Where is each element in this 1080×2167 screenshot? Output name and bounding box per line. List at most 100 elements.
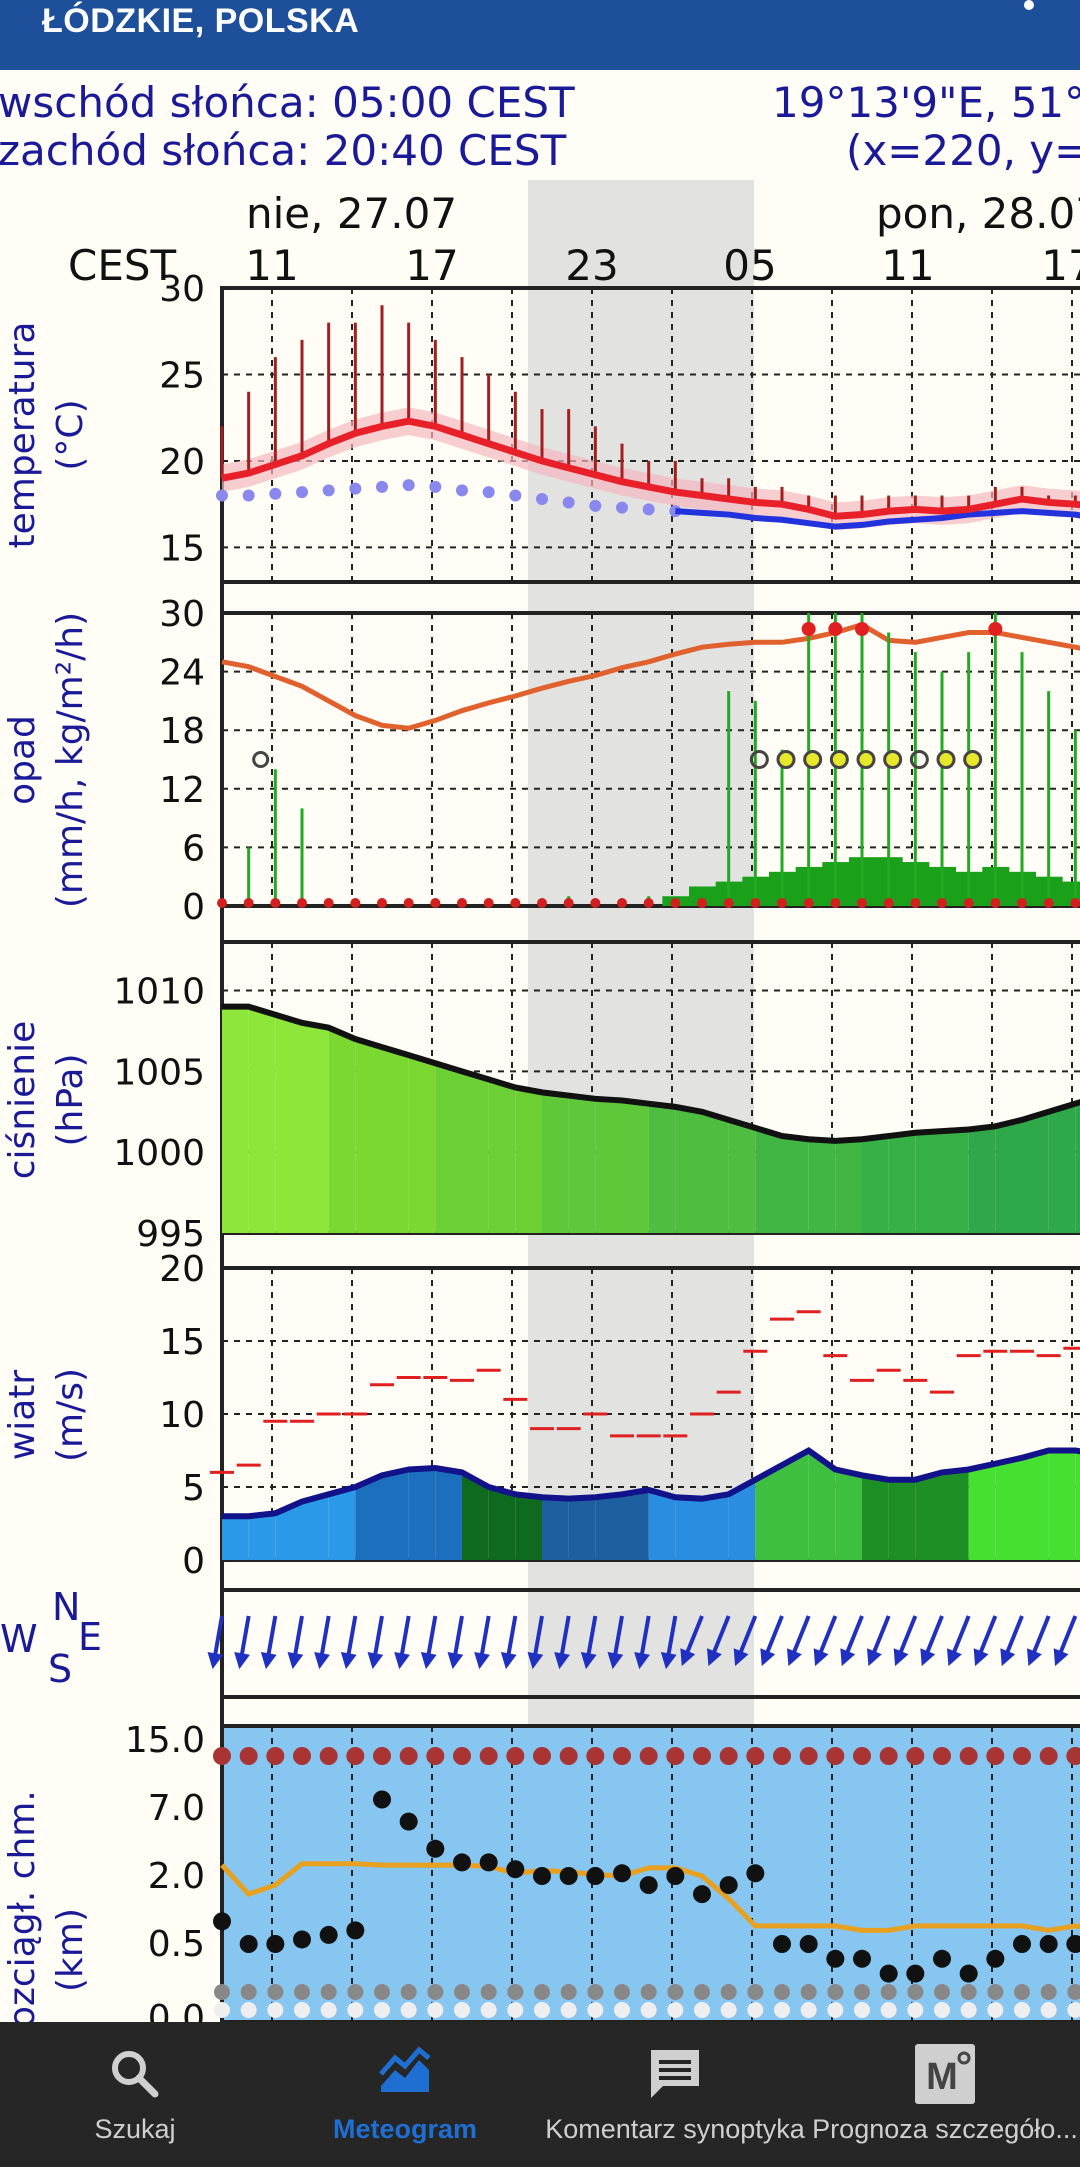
wind-direction-arrow (287, 1615, 304, 1670)
visibility-dot (239, 1935, 258, 1953)
wind-area (355, 1475, 382, 1560)
precip-zero-dot (723, 898, 734, 908)
visibility-max-dot (426, 1747, 445, 1765)
precip-zero-dot (323, 898, 334, 908)
wind-arrow-head (1000, 1648, 1016, 1667)
precip-zero-dot (643, 898, 654, 908)
visibility-low-dot (507, 1984, 524, 2000)
pressure-area (622, 1100, 649, 1233)
wind-arrow-head (1053, 1648, 1069, 1667)
pressure-area (1048, 1103, 1076, 1233)
visibility-low-dot (374, 1984, 390, 2000)
wind-area (782, 1450, 809, 1560)
visibility-low-dot (454, 1984, 470, 2000)
precip-zero-dot (1017, 898, 1027, 908)
precip-zero-dot (963, 898, 974, 908)
visibility-low-dot (560, 1984, 577, 2000)
wind-arrow-head (447, 1652, 464, 1670)
y-tick-label: 12 (159, 770, 205, 811)
snow-symbol (749, 750, 769, 769)
nav-meteogram[interactable]: Meteogram (270, 2022, 540, 2167)
coordinates-text: 19°13'9"E, 51°4 (772, 78, 1080, 127)
visibility-low-dot (747, 2002, 764, 2018)
nav-search[interactable]: Szukaj (0, 2022, 270, 2167)
precip-zero-dot (590, 898, 601, 908)
visibility-low-dot (827, 2002, 844, 2018)
precip-zero-dot (563, 898, 574, 908)
more-vert-icon[interactable] (1024, 0, 1036, 30)
precip-zero-dot (803, 898, 814, 908)
pressure-area (835, 1139, 862, 1233)
snow-symbol (883, 750, 903, 769)
visibility-low-dot (214, 1984, 230, 2000)
visibility-max-dot (746, 1747, 765, 1765)
wind-area (622, 1489, 649, 1560)
panel-title-line: (m/s) (50, 1368, 91, 1462)
visibility-low-dot (267, 2002, 284, 2018)
wind-area (1048, 1450, 1076, 1560)
visibility-low-dot (400, 1984, 417, 2000)
wind-direction-arrow (634, 1615, 651, 1670)
visibility-low-dot (880, 2002, 897, 2018)
wind-area (808, 1450, 836, 1560)
nav-meteogram-label: Meteogram (332, 2114, 478, 2144)
wind-area (702, 1494, 729, 1560)
precip-bar (689, 886, 716, 906)
visibility-low-dot (800, 1984, 817, 2000)
nav-detailed-forecast[interactable]: M Prognoza szczegóło... (810, 2022, 1080, 2167)
visibility-dot (453, 1853, 471, 1872)
wind-direction-arrow (893, 1615, 918, 1667)
search-icon (112, 2051, 159, 2098)
precip-zero-dot (297, 898, 307, 908)
visibility-dot (666, 1867, 685, 1885)
visibility-low-dot (774, 1984, 790, 2000)
wind-area (382, 1469, 409, 1560)
wind-area (568, 1497, 596, 1560)
timezone-label: CEST (68, 241, 177, 290)
wind-arrow-head (340, 1652, 357, 1670)
precip-zero-dot (430, 898, 441, 908)
y-tick-label: 15 (159, 1322, 205, 1363)
pressure-area (888, 1132, 916, 1233)
visibility-dot (959, 1964, 978, 1983)
visibility-low-dot (667, 1984, 684, 2000)
visibility-low-dot (934, 2002, 950, 2018)
precip-max-dot (855, 622, 869, 636)
visibility-max-dot (853, 1747, 871, 1765)
visibility-max-dot (986, 1747, 1005, 1765)
nav-synoptic-comment-label: Komentarz synoptyka (545, 2114, 805, 2144)
visibility-dot (1039, 1935, 1058, 1953)
visibility-max-dot (373, 1747, 391, 1765)
visibility-max-dot (559, 1747, 578, 1765)
visibility-dot (879, 1964, 898, 1983)
panel-title-pressure: ciśnienie (hPa) (2, 1021, 91, 1179)
wind-direction-arrow (733, 1615, 758, 1667)
visibility-low-dot (960, 2002, 977, 2018)
pressure-area (648, 1103, 676, 1233)
wind-arrow-head (500, 1652, 517, 1670)
detailed-forecast-icon: M (915, 2044, 975, 2104)
sunrise-text: wschód słońca: 05:00 CEST (0, 78, 575, 127)
wind-direction-arrow (580, 1615, 598, 1670)
visibility-low-dot (694, 1984, 710, 2000)
nav-synoptic-comment[interactable]: Komentarz synoptyka (540, 2022, 810, 2167)
y-tick-label: 7.0 (148, 1788, 205, 1829)
pressure-area (515, 1087, 542, 1233)
y-tick-label: 24 (159, 653, 205, 694)
wind-area (435, 1468, 462, 1560)
precip-zero-dot (377, 898, 387, 908)
wind-area (595, 1494, 622, 1560)
visibility-max-dot (213, 1747, 231, 1765)
visibility-background (222, 1726, 1080, 2022)
visibility-max-dot (346, 1747, 365, 1765)
sun-info-bar: wschód słońca: 05:00 CEST zachód słońca:… (0, 70, 1080, 180)
wind-direction-arrow (420, 1615, 438, 1670)
pressure-area (302, 1022, 329, 1233)
visibility-low-dot (374, 2002, 390, 2018)
visibility-max-dot (586, 1747, 605, 1765)
wind-direction-arrow (1053, 1615, 1078, 1667)
visibility-max-dot (639, 1747, 658, 1765)
visibility-dot (319, 1925, 338, 1944)
wind-direction-arrow (607, 1615, 624, 1670)
dew-point-dot (242, 489, 255, 502)
